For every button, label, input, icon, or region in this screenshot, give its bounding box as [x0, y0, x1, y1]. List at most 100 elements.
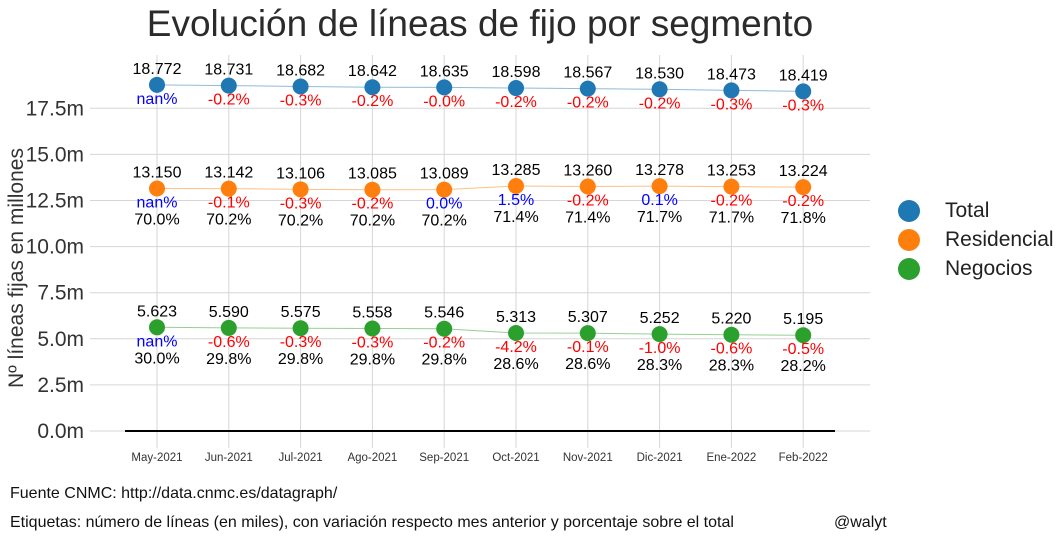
legend: Total Residencial Negocios	[898, 196, 1054, 283]
value-label-negocios: 5.313	[496, 309, 536, 326]
share-label-negocios: 28.3%	[709, 358, 754, 375]
change-label-total: -0.2%	[495, 94, 537, 111]
change-label-residencial: -0.3%	[280, 195, 322, 212]
x-tick-label: Ene-2022	[706, 452, 756, 464]
change-label-residencial: -0.2%	[352, 196, 394, 213]
value-label-negocios: 5.575	[281, 304, 321, 321]
change-label-negocios: -1.0%	[639, 340, 681, 357]
change-label-negocios: -0.3%	[352, 335, 394, 352]
x-tick-label: Jul-2021	[279, 452, 323, 464]
value-label-total: 18.473	[707, 66, 756, 83]
footer-source: Fuente CNMC: http://data.cnmc.es/datagra…	[10, 485, 338, 502]
legend-item-residencial: Residencial	[898, 225, 1054, 254]
point-total	[651, 81, 668, 98]
point-negocios	[149, 319, 165, 336]
change-label-negocios: -0.6%	[208, 334, 250, 351]
point-total	[292, 78, 309, 95]
y-axis-label: Nº líneas fijas en millones	[5, 148, 28, 388]
point-negocios	[579, 325, 596, 342]
point-negocios	[508, 325, 524, 342]
change-label-residencial: nan%	[137, 195, 178, 212]
change-label-total: -0.2%	[639, 95, 681, 112]
point-negocios	[723, 326, 740, 343]
value-label-residencial: 13.285	[492, 162, 541, 179]
x-tick-label: Dic-2021	[637, 452, 683, 464]
value-label-residencial: 13.089	[420, 166, 469, 183]
value-label-residencial: 13.106	[276, 165, 325, 182]
share-label-residencial: 71.4%	[565, 209, 610, 226]
value-label-total: 18.682	[276, 63, 325, 80]
y-tick-label: 12.5m	[26, 190, 84, 213]
legend-marker-total	[898, 199, 920, 222]
value-label-residencial: 13.253	[707, 163, 756, 180]
point-total	[723, 82, 740, 99]
value-label-total: 18.598	[492, 64, 541, 81]
change-label-total: nan%	[137, 91, 178, 108]
value-label-negocios: 5.623	[137, 303, 177, 320]
series-line-residencial	[156, 185, 804, 191]
share-label-negocios: 30.0%	[134, 350, 179, 367]
change-label-total: -0.3%	[280, 93, 322, 110]
change-label-residencial: 0.1%	[641, 192, 677, 209]
share-label-negocios: 29.8%	[278, 351, 323, 368]
change-label-residencial: -0.2%	[782, 193, 824, 210]
footer-handle: @walyt	[834, 514, 887, 531]
change-label-negocios: -4.2%	[495, 339, 537, 356]
value-label-residencial: 13.224	[779, 163, 828, 180]
x-tick-label: May-2021	[131, 452, 182, 464]
y-tick-label: 17.5m	[26, 97, 84, 120]
value-label-residencial: 13.278	[635, 162, 684, 179]
point-negocios	[292, 320, 309, 337]
point-negocios	[651, 326, 668, 343]
point-residencial	[579, 178, 596, 195]
point-residencial	[795, 179, 812, 196]
x-tick-label: Sep-2021	[419, 452, 469, 464]
value-label-residencial: 13.260	[563, 162, 612, 179]
x-tick-label: Nov-2021	[563, 452, 613, 464]
change-label-negocios: -0.5%	[782, 341, 824, 358]
y-tick-label: 2.5m	[37, 374, 84, 397]
share-label-residencial: 71.4%	[493, 209, 538, 226]
value-label-residencial: 13.085	[348, 166, 397, 183]
point-negocios	[364, 320, 381, 337]
point-negocios	[436, 320, 453, 337]
value-label-total: 18.635	[420, 63, 469, 80]
point-residencial	[651, 178, 668, 195]
change-label-residencial: 1.5%	[498, 192, 534, 209]
value-label-total: 18.772	[133, 61, 182, 78]
legend-label-residencial: Residencial	[945, 227, 1054, 251]
value-label-negocios: 5.220	[711, 311, 751, 328]
y-tick-label: 10.0m	[26, 236, 84, 259]
change-label-total: -0.2%	[352, 93, 394, 110]
share-label-negocios: 28.2%	[781, 358, 826, 375]
value-label-total: 18.567	[563, 65, 612, 82]
legend-label-total: Total	[945, 198, 990, 222]
value-label-total: 18.419	[779, 67, 828, 84]
x-tick-label: Feb-2022	[779, 452, 828, 464]
x-tick-label: Oct-2021	[492, 452, 539, 464]
change-label-residencial: -0.2%	[567, 192, 609, 209]
change-label-residencial: 0.0%	[426, 196, 462, 213]
value-label-negocios: 5.195	[783, 311, 823, 328]
change-label-residencial: -0.1%	[208, 195, 250, 212]
legend-marker-negocios	[898, 257, 920, 280]
change-label-total: -0.3%	[711, 96, 753, 113]
share-label-negocios: 29.8%	[350, 352, 395, 369]
change-label-negocios: -0.3%	[280, 334, 322, 351]
share-label-residencial: 70.2%	[350, 213, 395, 230]
change-label-negocios: -0.6%	[711, 341, 753, 358]
y-tick-label: 5.0m	[37, 328, 84, 351]
value-label-total: 18.530	[635, 65, 684, 82]
footer-note: Etiquetas: número de líneas (en miles), …	[10, 514, 734, 531]
point-total	[220, 77, 237, 94]
y-tick-label: 0.0m	[37, 420, 84, 443]
point-total	[579, 80, 596, 97]
share-label-residencial: 70.0%	[134, 212, 179, 229]
share-label-residencial: 70.2%	[422, 213, 467, 230]
share-label-residencial: 70.2%	[278, 212, 323, 229]
point-residencial	[220, 180, 237, 197]
legend-item-negocios: Negocios	[898, 254, 1054, 283]
share-label-negocios: 28.6%	[565, 356, 610, 373]
series-line-negocios	[156, 326, 804, 336]
y-tick-label: 15.0m	[26, 143, 84, 166]
